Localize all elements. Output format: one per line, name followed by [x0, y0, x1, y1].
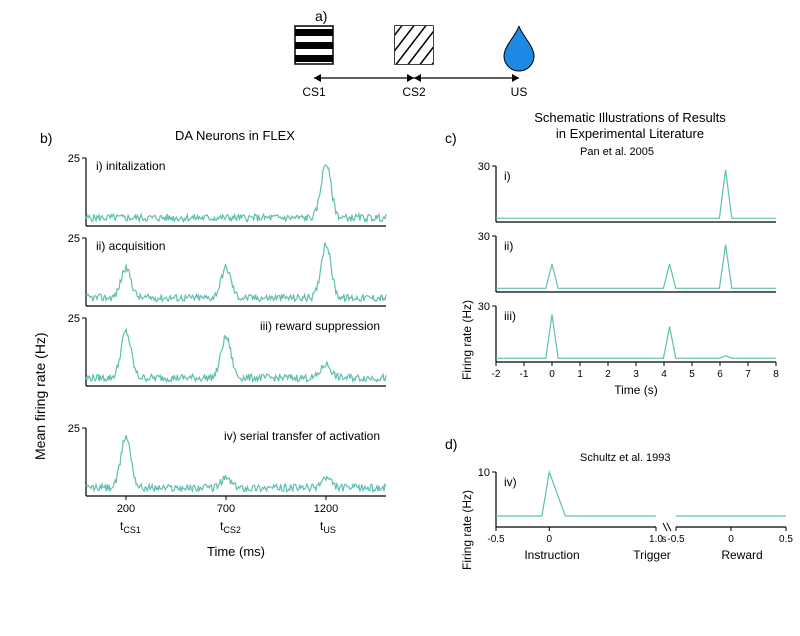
svg-text:8: 8 [773, 369, 779, 380]
panel-c-title1: Schematic Illustrations of Results [470, 110, 790, 125]
panel-b-charts: 25 i) initalization 25 ii) acquisition 25 iii… [50, 148, 420, 618]
svg-text:30: 30 [478, 301, 490, 313]
svg-text:3: 3 [633, 369, 639, 380]
svg-text:Time (ms): Time (ms) [207, 544, 265, 559]
svg-text:30: 30 [478, 161, 490, 173]
svg-text:iv) serial transfer of activat: iv) serial transfer of activation [224, 429, 380, 443]
svg-text:CS1: CS1 [302, 85, 326, 99]
svg-text:6: 6 [717, 369, 723, 380]
svg-text:Instruction: Instruction [524, 548, 579, 562]
panel-d-label: d) [445, 436, 457, 452]
svg-text:iii) reward suppression: iii) reward suppression [260, 319, 380, 333]
svg-text:-2: -2 [492, 369, 501, 380]
svg-text:25: 25 [68, 423, 80, 435]
svg-text:ii): ii) [504, 239, 513, 253]
svg-text:7: 7 [745, 369, 751, 380]
svg-text:tCS2: tCS2 [220, 519, 241, 535]
svg-text:0: 0 [728, 534, 734, 545]
svg-text:-1: -1 [520, 369, 529, 380]
panel-c-charts: 30 i) 30 ii) 30 iii) -2 -1 0 1 2 3 4 5 6 7 8 Time (s) [460, 158, 800, 438]
panel-c-label: c) [445, 130, 457, 146]
svg-text:2: 2 [605, 369, 611, 380]
svg-text:i): i) [504, 169, 511, 183]
panel-b-title: DA Neurons in FLEX [110, 128, 360, 143]
svg-text:1: 1 [577, 369, 583, 380]
svg-text:25: 25 [68, 313, 80, 325]
svg-text:tUS: tUS [320, 519, 336, 535]
svg-text:iv): iv) [504, 475, 517, 489]
svg-text:ii) acquisition: ii) acquisition [96, 239, 165, 253]
svg-text:-0.5: -0.5 [667, 534, 685, 545]
svg-text:US: US [511, 85, 528, 99]
svg-text:1200: 1200 [314, 503, 338, 515]
svg-text:Time (s): Time (s) [614, 383, 658, 397]
svg-text:10: 10 [478, 467, 490, 479]
svg-text:25: 25 [68, 153, 80, 165]
svg-text:5: 5 [689, 369, 695, 380]
panel-a-diagram: CS1 CS2 US [245, 18, 585, 113]
svg-text:tCS1: tCS1 [120, 519, 141, 535]
panel-c-ref: Pan et al. 2005 [580, 146, 654, 158]
svg-text:i) initalization: i) initalization [96, 159, 165, 173]
panel-b-ylabel: Mean firing rate (Hz) [32, 332, 48, 460]
panel-b-label: b) [40, 130, 52, 146]
svg-text:25: 25 [68, 233, 80, 245]
panel-c-title2: in Experimental Literature [470, 126, 790, 141]
svg-text:0: 0 [549, 369, 555, 380]
svg-text:200: 200 [117, 503, 135, 515]
svg-text:700: 700 [217, 503, 235, 515]
svg-text:30: 30 [478, 231, 490, 243]
panel-d-charts: 10-0.501.0Instructions-0.500.5TriggerRew… [460, 462, 800, 622]
svg-text:-0.5: -0.5 [487, 534, 505, 545]
svg-text:CS2: CS2 [402, 85, 426, 99]
svg-text:s: s [662, 534, 667, 545]
svg-text:0.5: 0.5 [779, 534, 793, 545]
svg-text:0: 0 [547, 534, 553, 545]
figure-root: a) CS1CS2US b) DA Neurons in FLEX Mean f… [0, 0, 800, 636]
svg-text:iii): iii) [504, 309, 516, 323]
svg-text:Reward: Reward [721, 548, 762, 562]
svg-text:4: 4 [661, 369, 667, 380]
svg-text:Trigger: Trigger [633, 548, 671, 562]
